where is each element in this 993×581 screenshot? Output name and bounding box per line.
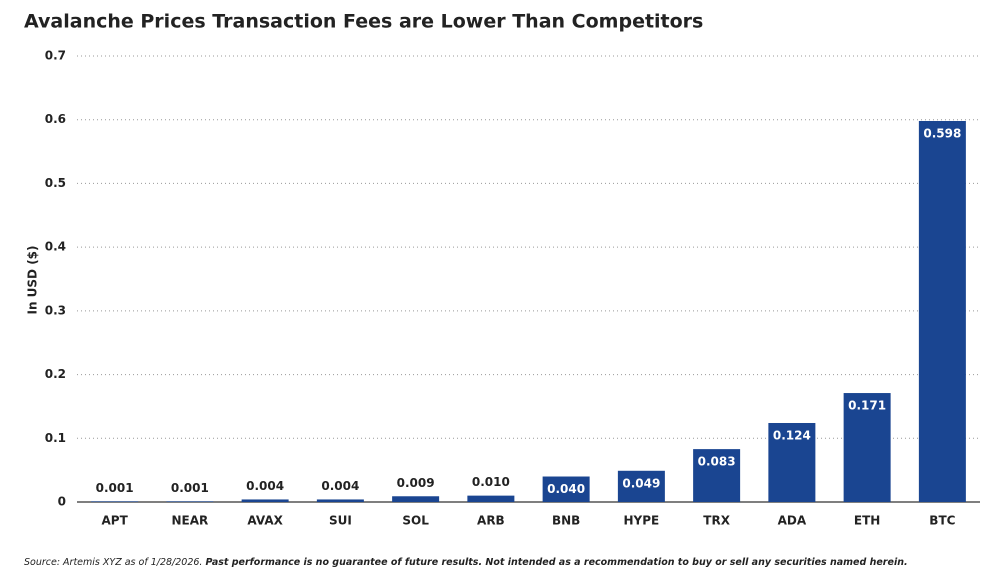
x-tick-label: NEAR: [171, 514, 208, 528]
x-tick-label: BNB: [552, 514, 580, 528]
bar: [241, 499, 289, 502]
y-tick-label: 0.4: [45, 240, 66, 254]
bar: [392, 496, 440, 502]
y-tick-label: 0.2: [45, 367, 66, 381]
x-tick-label: AVAX: [247, 514, 283, 528]
y-tick-label: 0.5: [45, 176, 66, 190]
data-label: 0.004: [246, 479, 284, 493]
bar: [843, 393, 891, 502]
y-tick-label: 0.3: [45, 303, 66, 317]
x-tick-label: ADA: [778, 514, 807, 528]
x-tick-label: BTC: [929, 514, 955, 528]
y-tick-label: 0: [58, 495, 66, 509]
bar: [467, 495, 515, 502]
data-label: 0.001: [171, 481, 209, 495]
y-tick-label: 0.1: [45, 431, 66, 445]
data-label: 0.040: [547, 482, 585, 496]
data-label: 0.009: [397, 476, 435, 490]
y-tick-label: 0.6: [45, 112, 66, 126]
x-tick-label: APT: [101, 514, 128, 528]
bar: [542, 476, 590, 502]
data-label: 0.049: [622, 476, 660, 490]
disclaimer: Past performance is no guarantee of futu…: [205, 557, 907, 568]
data-label: 0.124: [773, 428, 811, 442]
bar: [617, 470, 665, 502]
source: Source: Artemis XYZ as of 1/28/2026.: [24, 557, 202, 568]
bar: [316, 499, 364, 502]
y-tick-label: 0.7: [45, 49, 66, 63]
x-tick-label: ARB: [477, 514, 505, 528]
source-note: Source: Artemis XYZ as of 1/28/2026. Pas…: [24, 557, 908, 568]
x-tick-label: TRX: [703, 514, 730, 528]
bar: [91, 501, 139, 502]
bar: [693, 449, 741, 502]
x-tick-label: ETH: [854, 514, 880, 528]
data-label: 0.004: [321, 479, 359, 493]
data-label: 0.001: [96, 481, 134, 495]
bar: [918, 120, 966, 502]
x-tick-label: HYPE: [624, 514, 660, 528]
data-label: 0.171: [848, 399, 886, 413]
bar: [166, 501, 214, 502]
data-label: 0.010: [472, 475, 510, 489]
bar: [768, 422, 816, 502]
x-tick-label: SOL: [402, 514, 429, 528]
chart-title: Avalanche Prices Transaction Fees are Lo…: [24, 11, 703, 33]
y-axis-label: In USD ($): [26, 245, 40, 314]
data-label: 0.083: [698, 455, 736, 469]
x-tick-label: SUI: [329, 514, 352, 528]
data-label: 0.598: [923, 126, 961, 140]
